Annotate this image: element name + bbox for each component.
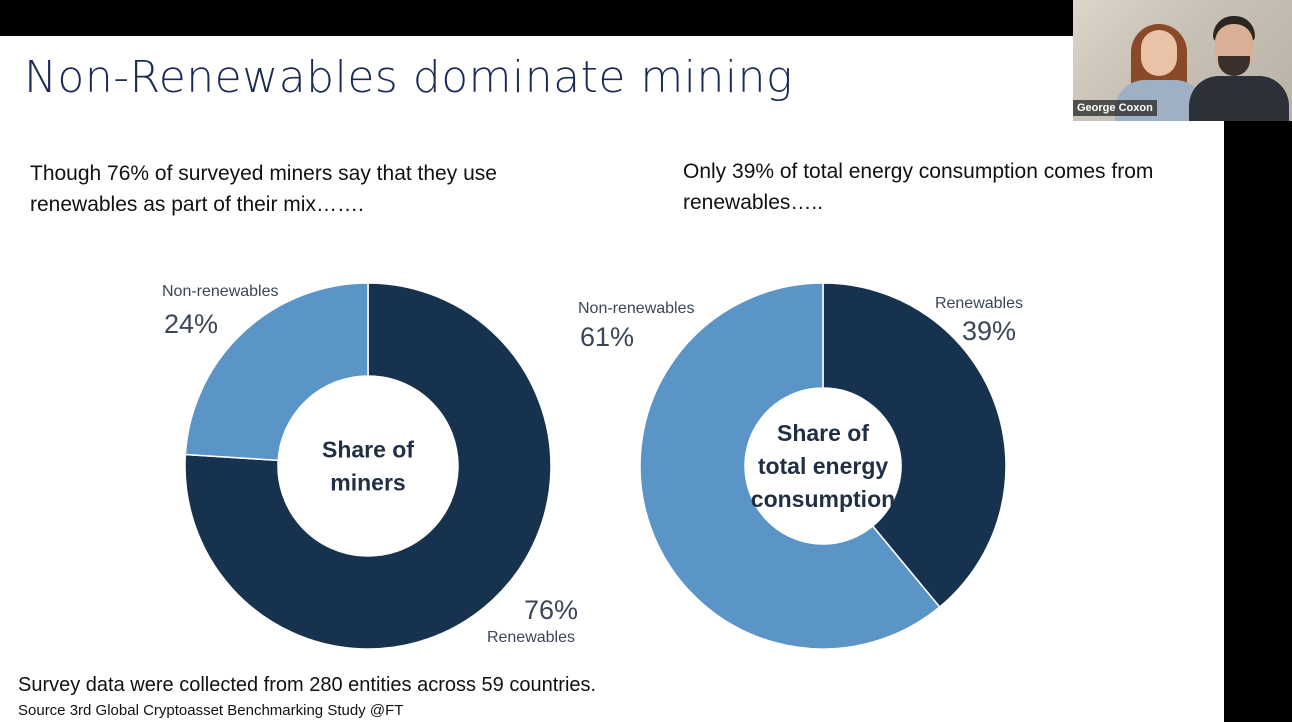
energy-donut-chart: Share of total energy consumption Renewable… [578,282,1023,650]
slide-title: Non-Renewables dominate mining [24,52,793,103]
slice-label-percent: 39% [962,316,1016,346]
slice-label-percent: 24% [164,309,218,339]
participant-video-tile[interactable]: George Coxon [1073,0,1292,121]
donut-center-label: Share of [322,437,414,463]
slice-label-percent: 61% [580,322,634,352]
donut-center-label: miners [330,470,405,496]
donut-slice-non-renewables [639,282,941,650]
donut-center-label: Share of [777,420,869,446]
miners-donut-chart: Share of miners Renewables 76% Non-renewable… [162,282,578,650]
source-note: Source 3rd Global Cryptoasset Benchmarki… [18,702,404,719]
presentation-slide: Non-Renewables dominate mining Though 76… [0,36,1224,722]
participant-body [1189,76,1289,121]
survey-footnote: Survey data were collected from 280 enti… [18,674,597,696]
left-caption: Though 76% of surveyed miners say that t… [30,162,497,216]
slice-label-percent: 76% [524,595,578,625]
donut-slice-renewables [822,282,1007,609]
slice-label-name: Renewables [935,295,1023,312]
donut-slice-non-renewables [184,282,369,462]
right-caption: Only 39% of total energy consumption com… [683,160,1154,214]
donut-slice-renewables [184,282,552,650]
participant-name-label: George Coxon [1073,100,1157,116]
donut-center-label: consumption [751,486,895,512]
participant-beard [1218,56,1250,76]
screen-share-margin [1224,121,1292,722]
participant-face [1141,30,1177,76]
slice-label-name: Non-renewables [162,283,279,300]
slice-label-name: Non-renewables [578,300,695,317]
donut-center-label: total energy [758,453,889,479]
slice-label-name: Renewables [487,629,575,646]
